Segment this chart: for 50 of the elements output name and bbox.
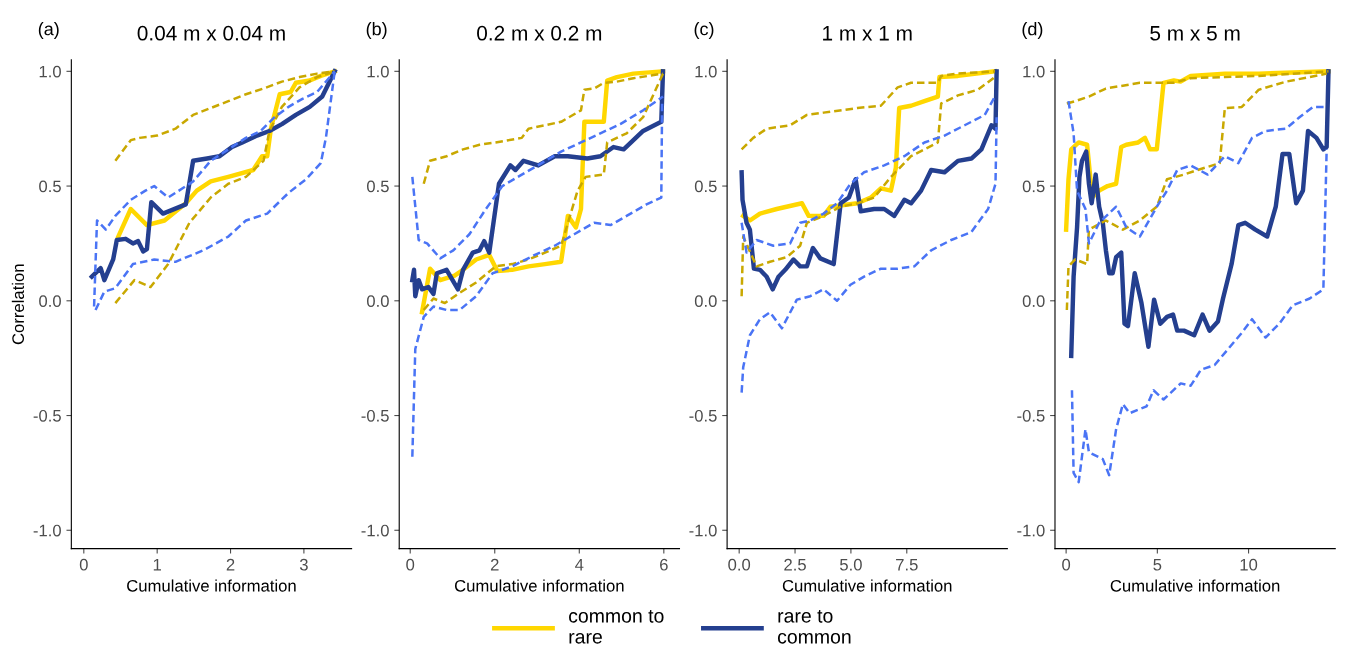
y-tick-label: 1.0 <box>39 65 61 78</box>
x-tick-label: 3 <box>299 558 308 571</box>
y-tick-label: 1.0 <box>695 65 717 78</box>
x-tick-label: 1 <box>153 558 161 571</box>
y-tick-label: 1.0 <box>1023 65 1045 78</box>
y-tick-label: 0.5 <box>694 180 717 193</box>
chart-title: 5 m x 5 m <box>1150 26 1240 41</box>
chart-title: 1 m x 1 m <box>823 26 912 41</box>
y-tick-label: -1.0 <box>33 524 61 537</box>
x-tick-label: 0 <box>1062 558 1071 571</box>
y-tick-label: 0.0 <box>694 295 717 307</box>
x-tick-label: 6 <box>660 558 668 571</box>
x-tick-label: 2 <box>226 558 235 571</box>
legend-label: rare to common <box>777 609 851 644</box>
text: (c) <box>694 22 714 39</box>
text: (b) <box>366 22 387 39</box>
x-tick-label: 2 <box>490 558 499 571</box>
y-tick-label: 0.0 <box>366 295 389 307</box>
y-tick-label: 1.0 <box>367 65 389 78</box>
chart-title: 0.04 m x 0.04 m <box>137 25 285 41</box>
x-tick-label: 7.5 <box>896 558 918 571</box>
y-tick-label: 0.5 <box>1022 180 1045 193</box>
x-axis-title: Cumulative information <box>454 579 624 592</box>
y-axis-title: Correlation <box>11 264 25 345</box>
y-tick-label: -1.0 <box>361 524 389 537</box>
x-tick-label: 0 <box>79 558 88 571</box>
legend-label: common to rare <box>569 609 664 644</box>
y-tick-label: 0.0 <box>39 295 61 307</box>
y-tick-label: -1.0 <box>689 524 717 537</box>
text: (a) <box>38 22 59 39</box>
y-tick-label: 0.5 <box>366 180 389 193</box>
y-tick-label: -0.5 <box>33 409 61 422</box>
y-tick-label: -0.5 <box>361 409 389 422</box>
y-tick-label: -0.5 <box>689 409 717 422</box>
chart-title: 0.2 m x 0.2 m <box>477 25 602 41</box>
x-tick-label: 4 <box>575 558 584 571</box>
x-axis-title: Cumulative information <box>127 579 296 592</box>
x-tick-label: 0 <box>406 558 415 571</box>
text: (d) <box>1022 22 1043 39</box>
x-tick-label: 5 <box>1153 558 1162 571</box>
y-tick-label: -1.0 <box>1017 524 1045 537</box>
x-axis-title: Cumulative information <box>782 579 952 592</box>
y-tick-label: 0.5 <box>39 180 61 193</box>
x-tick-label: 0.0 <box>728 558 751 571</box>
x-tick-label: 10 <box>1240 558 1258 571</box>
y-tick-label: -0.5 <box>1017 409 1045 422</box>
y-tick-label: 0.0 <box>1022 295 1045 307</box>
x-axis-title: Cumulative information <box>1110 579 1280 592</box>
x-tick-label: 2.5 <box>784 558 806 571</box>
x-tick-label: 5.0 <box>840 558 862 571</box>
